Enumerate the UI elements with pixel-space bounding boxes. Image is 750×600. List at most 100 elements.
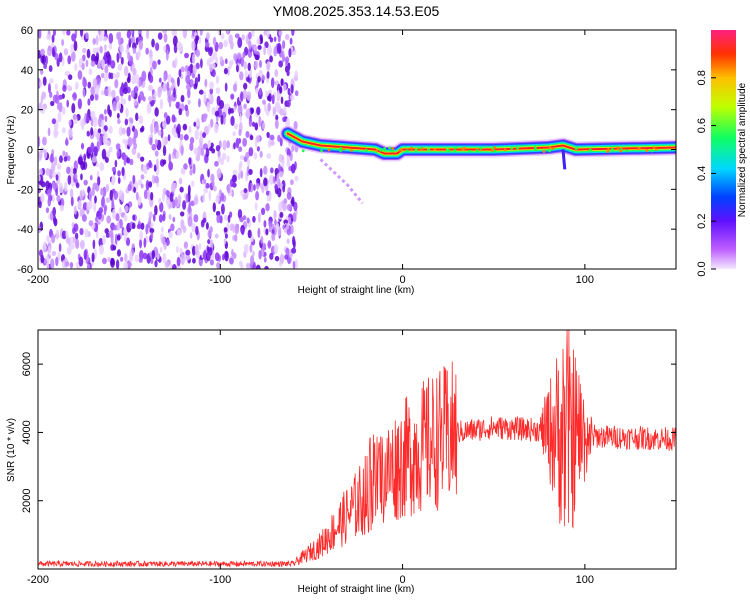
colorbar: 0.0 0.2 0.4 0.6 0.8 Normalized spectral ampl…: [696, 30, 748, 277]
noise-blob: [75, 238, 80, 250]
noise-blob: [208, 47, 213, 57]
band-speckle: [420, 147, 424, 151]
noise-blob: [243, 61, 247, 70]
band-speckle: [379, 148, 382, 152]
noise-blob: [80, 142, 85, 150]
noise-blob: [140, 174, 145, 180]
spectrogram-ylabel: Frequency (Hz): [6, 116, 17, 185]
band-speckle: [490, 148, 494, 152]
noise-blob: [39, 80, 43, 88]
noise-blob: [240, 155, 245, 161]
noise-blob: [114, 233, 118, 245]
noise-blob: [87, 263, 91, 269]
noise-blob: [179, 247, 183, 255]
noise-blob: [256, 37, 261, 45]
noise-blob: [217, 150, 221, 158]
noise-blob: [127, 261, 132, 268]
noise-blob: [262, 99, 266, 105]
noise-blob: [262, 122, 266, 130]
noise-blob: [172, 35, 178, 47]
noise-blob: [129, 250, 133, 261]
noise-blob: [259, 60, 262, 68]
noise-blob: [202, 132, 207, 138]
noise-blob: [266, 61, 271, 71]
noise-blob: [271, 94, 275, 105]
noise-blob: [259, 167, 263, 178]
noise-blob: [143, 189, 148, 200]
noise-blob: [112, 245, 117, 251]
noise-blob: [73, 236, 76, 244]
noise-blob: [118, 126, 124, 136]
noise-blob: [228, 60, 233, 69]
noise-blob: [231, 248, 234, 257]
noise-blob: [135, 191, 139, 201]
noise-blob: [276, 173, 280, 184]
noise-blob: [294, 90, 299, 97]
noise-blob: [164, 261, 170, 268]
noise-blob: [107, 256, 112, 263]
noise-blob: [259, 150, 263, 158]
noise-blob: [288, 216, 292, 224]
noise-blob: [195, 49, 201, 58]
noise-blob: [267, 44, 272, 56]
noise-blob: [214, 160, 219, 167]
noise-blob: [269, 134, 275, 141]
noise-blob: [119, 85, 125, 97]
noise-blob: [136, 152, 141, 159]
colorbar-tick-label: 0.4: [696, 166, 708, 181]
noise-blob: [213, 123, 219, 134]
noise-blob: [55, 229, 60, 240]
noise-blob: [243, 82, 248, 90]
noise-blob: [294, 70, 298, 79]
snr-ytick-label: 4000: [21, 420, 33, 444]
noise-blob: [212, 202, 216, 213]
noise-blob: [205, 32, 210, 40]
noise-blob: [58, 155, 63, 164]
noise-blob: [45, 207, 50, 214]
noise-blob: [175, 246, 179, 253]
noise-blob: [54, 83, 58, 91]
noise-blob: [287, 62, 291, 71]
noise-blob: [67, 55, 72, 65]
noise-blob: [105, 197, 111, 203]
noise-blob: [256, 106, 261, 116]
noise-blob: [202, 217, 207, 224]
snr-xtick-label: -200: [27, 574, 49, 586]
noise-blob: [94, 195, 97, 204]
noise-blob: [229, 107, 235, 114]
noise-blob: [220, 192, 225, 202]
noise-blob: [63, 48, 69, 56]
noise-blob: [58, 182, 64, 194]
noise-blob: [155, 42, 160, 52]
noise-blob: [271, 233, 276, 241]
noise-blob: [270, 167, 274, 174]
noise-blob: [188, 157, 192, 165]
noise-blob: [47, 188, 52, 198]
noise-blob: [56, 194, 61, 203]
noise-blob: [107, 85, 112, 97]
snr-frame: [37, 329, 677, 570]
noise-blob: [255, 87, 259, 94]
band-speckle: [406, 149, 409, 153]
noise-blob: [256, 178, 261, 184]
noise-blob: [150, 191, 154, 201]
noise-blob: [159, 77, 162, 83]
noise-blob: [191, 180, 195, 187]
noise-blob: [176, 41, 182, 51]
noise-blob: [115, 73, 119, 80]
noise-blob: [94, 93, 99, 101]
noise-blob: [62, 30, 66, 36]
noise-blob: [162, 252, 167, 264]
noise-blob: [153, 164, 157, 172]
noise-blob: [257, 45, 262, 51]
noise-blob: [111, 175, 116, 184]
band-speckle: [645, 149, 649, 153]
noise-blob: [272, 106, 277, 115]
noise-blob: [67, 174, 72, 185]
noise-blob: [147, 190, 151, 201]
noise-blob: [180, 253, 185, 265]
noise-blob: [129, 158, 134, 166]
noise-blob: [240, 91, 244, 102]
noise-blob: [232, 223, 235, 234]
